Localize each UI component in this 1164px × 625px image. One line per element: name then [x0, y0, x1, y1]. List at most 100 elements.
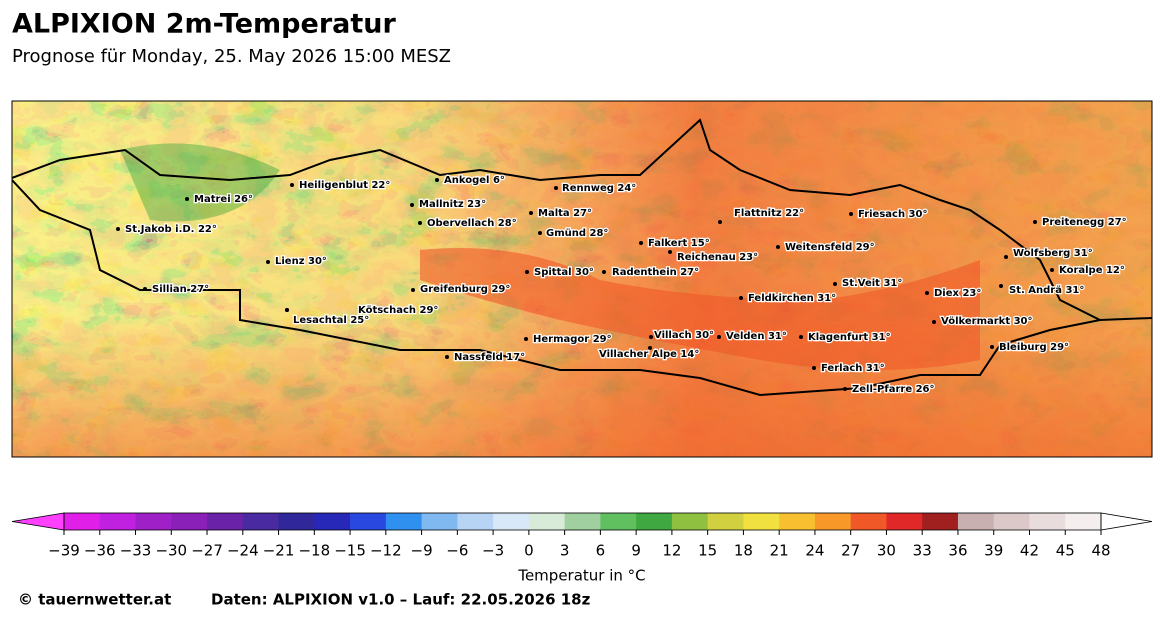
- colorbar-tick-label: −36: [84, 542, 116, 560]
- city-dot: [739, 296, 743, 300]
- city-dot: [1050, 268, 1054, 272]
- city-label: Villacher Alpe 14°: [599, 349, 699, 360]
- colorbar-segment: [993, 513, 1030, 530]
- city-dot: [639, 241, 643, 245]
- colorbar-tick-label: 30: [877, 542, 896, 560]
- source: Daten: ALPIXION v1.0 – Lauf: 22.05.2026 …: [211, 591, 591, 609]
- colorbar-segment: [493, 513, 530, 530]
- city-dot: [285, 308, 289, 312]
- colorbar-tick-label: 27: [841, 542, 860, 560]
- city-label: Velden 31°: [726, 331, 787, 342]
- city-dot: [843, 387, 847, 391]
- city-dot: [932, 320, 936, 324]
- city-label: Lienz 30°: [275, 256, 327, 267]
- colorbar-tick-label: −15: [334, 542, 366, 560]
- city-label: Weitensfeld 29°: [785, 242, 875, 253]
- city-label: Hermagor 29°: [533, 334, 612, 345]
- colorbar-tick-label: −30: [155, 542, 187, 560]
- title: ALPIXION 2m-Temperatur: [12, 9, 396, 40]
- colorbar-tick-label: −21: [263, 542, 295, 560]
- valley-heat: [420, 248, 980, 370]
- city-label: Diex 23°: [934, 288, 981, 299]
- city-label: Radenthein 27°: [612, 267, 699, 278]
- city-label: Wolfsberg 31°: [1013, 248, 1093, 259]
- colorbar-tick-label: −3: [482, 542, 504, 560]
- city-dot: [185, 197, 189, 201]
- colorbar-segment: [171, 513, 208, 530]
- colorbar-segment: [385, 513, 423, 530]
- city-label: Nassfeld 17°: [454, 352, 525, 363]
- city-label: Ferlach 31°: [821, 363, 885, 374]
- colorbar-tick-label: 18: [734, 542, 753, 560]
- city-label: Bleiburg 29°: [999, 342, 1069, 353]
- city-dot: [445, 355, 449, 359]
- city-dot: [538, 231, 542, 235]
- colorbar-tick-label: −27: [191, 542, 223, 560]
- city-layer: Matrei 26° Heiligenblut 22° Ankogel 6° Renn…: [116, 174, 1128, 396]
- colorbar-segment: [99, 513, 137, 530]
- city-dot: [143, 287, 147, 291]
- colorbar-segment: [707, 513, 744, 530]
- city-dot: [717, 335, 721, 339]
- colorbar-over: [1100, 512, 1153, 531]
- colorbar-tick-label: 9: [631, 542, 641, 560]
- colorbar-segment: [314, 513, 351, 530]
- colorbar-tick-label: 39: [984, 542, 1003, 560]
- city-dot: [776, 245, 780, 249]
- colorbar-segment: [1029, 513, 1066, 530]
- colorbar-segment: [64, 513, 101, 530]
- colorbar-tick-label: 12: [662, 542, 681, 560]
- city-dot: [435, 178, 439, 182]
- city-dot: [833, 282, 837, 286]
- city-dot: [524, 337, 528, 341]
- colorbar-segment: [1065, 513, 1102, 530]
- city-label: Falkert 15°: [648, 238, 710, 249]
- city-label: Völkermarkt 30°: [941, 316, 1033, 327]
- colorbar-tick-label: 15: [698, 542, 717, 560]
- colorbar-tick-label: −33: [120, 542, 152, 560]
- colorbar-tick-label: 42: [1020, 542, 1039, 560]
- colorbar-tick-label: −9: [411, 542, 433, 560]
- colorbar-tick-label: 45: [1056, 542, 1075, 560]
- city-label: Mallnitz 23°: [419, 199, 486, 210]
- city-dot: [1004, 255, 1008, 259]
- colorbar-segment: [242, 513, 280, 530]
- colorbar-tick-label: 48: [1091, 542, 1110, 560]
- city-dot: [999, 284, 1003, 288]
- city-dot: [668, 250, 672, 254]
- city-label: St.Veit 31°: [842, 278, 902, 289]
- colorbar-label: Temperatur in °C: [517, 567, 645, 585]
- city-label: Spittal 30°: [534, 267, 594, 278]
- colorbar-segment: [207, 513, 244, 530]
- colorbar-tick-label: 6: [596, 542, 606, 560]
- colorbar-segment: [278, 513, 315, 530]
- city-dot: [410, 203, 414, 207]
- city-label: Feldkirchen 31°: [748, 293, 836, 304]
- city-label: Friesach 30°: [858, 209, 927, 220]
- city-dot: [990, 345, 994, 349]
- copyright: © tauernwetter.at: [18, 591, 171, 609]
- map: [12, 101, 1152, 457]
- city-dot: [116, 227, 120, 231]
- colorbar-segment: [135, 513, 172, 530]
- colorbar-tick-label: 21: [770, 542, 789, 560]
- colorbar: −39 −36 −33 −30 −27 −24 −21 −18 −15 −12 −9 −6 −3 0 3 6 9…: [11, 512, 1153, 560]
- colorbar-segment: [922, 513, 959, 530]
- colorbar-tick-label: 24: [805, 542, 824, 560]
- city-label: Villach 30°: [654, 330, 714, 341]
- colorbar-segment: [636, 513, 673, 530]
- city-dot: [648, 346, 652, 350]
- city-label: St.Jakob i.D. 22°: [125, 224, 217, 235]
- subtitle: Prognose für Monday, 25. May 2026 15:00 …: [12, 46, 451, 67]
- city-label: Gmünd 28°: [546, 228, 608, 239]
- city-label: St. Andrä 31°: [1009, 285, 1084, 296]
- colorbar-segment: [850, 513, 887, 530]
- colorbar-segment: [528, 513, 566, 530]
- city-label: Flattnitz 22°: [734, 208, 804, 219]
- colorbar-segment: [457, 513, 494, 530]
- city-dot: [812, 366, 816, 370]
- city-dot: [266, 260, 270, 264]
- city-label: Preitenegg 27°: [1042, 217, 1127, 228]
- city-label: Lesachtal 25°: [293, 315, 369, 326]
